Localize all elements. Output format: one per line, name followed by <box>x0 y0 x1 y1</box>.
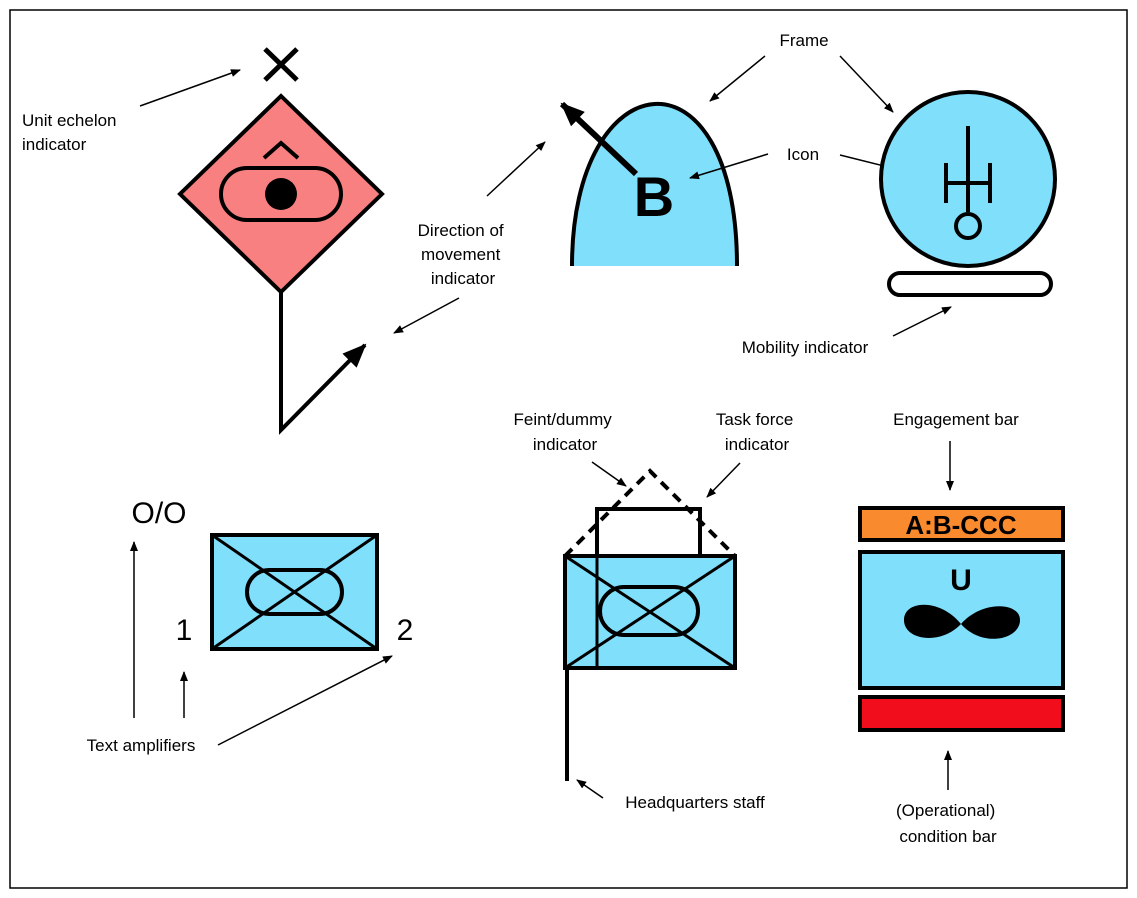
amplifier-1-text: 1 <box>176 614 193 647</box>
label-icon: Icon <box>787 145 819 164</box>
label-task-force-line1: Task force <box>716 410 793 429</box>
amplifier-2-text: 2 <box>397 614 414 647</box>
label-feint-line2: indicator <box>533 435 598 454</box>
pointer-frame-right <box>839 55 894 113</box>
label-unit-echelon: Unit echelon indicator <box>22 111 121 154</box>
label-frame: Frame <box>779 31 828 50</box>
engagement-unit-symbol: A:B-CCC U <box>858 506 1065 732</box>
pointer-headquarters-staff <box>576 779 604 799</box>
label-unit-echelon-line1: Unit echelon <box>22 111 117 130</box>
label-mobility: Mobility indicator <box>742 338 869 357</box>
filled-dot-icon <box>265 178 297 210</box>
label-headquarters-staff: Headquarters staff <box>625 793 765 812</box>
antenna-icon <box>944 126 992 212</box>
pointer-task-force <box>706 462 741 498</box>
pointer-mobility <box>892 306 952 337</box>
amplifier-top-text: O/O <box>131 497 186 530</box>
hq-x-lines <box>564 554 736 670</box>
engagement-bar <box>858 506 1065 542</box>
label-feint-dummy: Feint/dummy indicator <box>514 410 617 454</box>
label-condition-bar: (Operational) condition bar <box>896 801 1000 846</box>
label-text-amplifiers: Text amplifiers <box>87 736 196 755</box>
amplifier-oval-icon <box>245 568 344 616</box>
pointer-amplifier-2 <box>217 655 393 746</box>
pointer-frame-left <box>709 55 766 102</box>
label-condition-line2: condition bar <box>899 827 997 846</box>
label-task-force: Task force indicator <box>716 410 798 454</box>
air-frame <box>570 101 739 267</box>
bowtie-icon <box>904 604 1020 639</box>
echelon-x-mark <box>263 47 299 82</box>
caret-mark <box>262 140 300 160</box>
diagram-border <box>9 9 1128 889</box>
sea-unit-symbol <box>879 90 1057 297</box>
label-unit-echelon-line2: indicator <box>22 135 87 154</box>
air-unit-symbol: B <box>559 101 739 267</box>
pointer-feint-dummy <box>591 461 627 487</box>
label-feint-line1: Feint/dummy <box>514 410 613 429</box>
hq-oval-icon <box>598 585 700 637</box>
label-direction-line2: movement <box>421 245 501 264</box>
condition-bar <box>858 695 1065 732</box>
mobility-oval <box>887 271 1053 297</box>
headquarters-unit-symbol <box>563 468 737 781</box>
label-task-force-line2: indicator <box>725 435 790 454</box>
label-condition-line1: (Operational) <box>896 801 995 820</box>
antenna-base-icon <box>954 212 982 240</box>
amplifier-unit-symbol <box>210 533 379 651</box>
label-engagement-bar: Engagement bar <box>893 410 1019 429</box>
pointer-direction-upper <box>486 141 546 197</box>
air-direction-arrow <box>559 101 639 177</box>
armor-oval-icon <box>219 166 343 222</box>
label-direction-line3: indicator <box>431 269 496 288</box>
unit-letter-text: U <box>950 564 972 597</box>
label-direction-of-movement: Direction of movement indicator <box>418 221 509 288</box>
direction-of-movement-arrow <box>279 292 367 435</box>
feint-dummy-dashes <box>563 468 737 558</box>
engagement-unit-frame <box>858 550 1065 690</box>
engagement-bar-text: A:B-CCC <box>905 510 1016 540</box>
hostile-unit-symbol <box>177 47 385 435</box>
air-icon-letter: B <box>634 165 674 228</box>
amplifier-x-lines <box>211 533 378 651</box>
pointer-unit-echelon <box>139 69 241 107</box>
label-direction-line1: Direction of <box>418 221 504 240</box>
pointer-direction-lower <box>393 297 460 334</box>
task-force-box <box>595 507 702 558</box>
pointer-icon-left <box>689 153 769 180</box>
